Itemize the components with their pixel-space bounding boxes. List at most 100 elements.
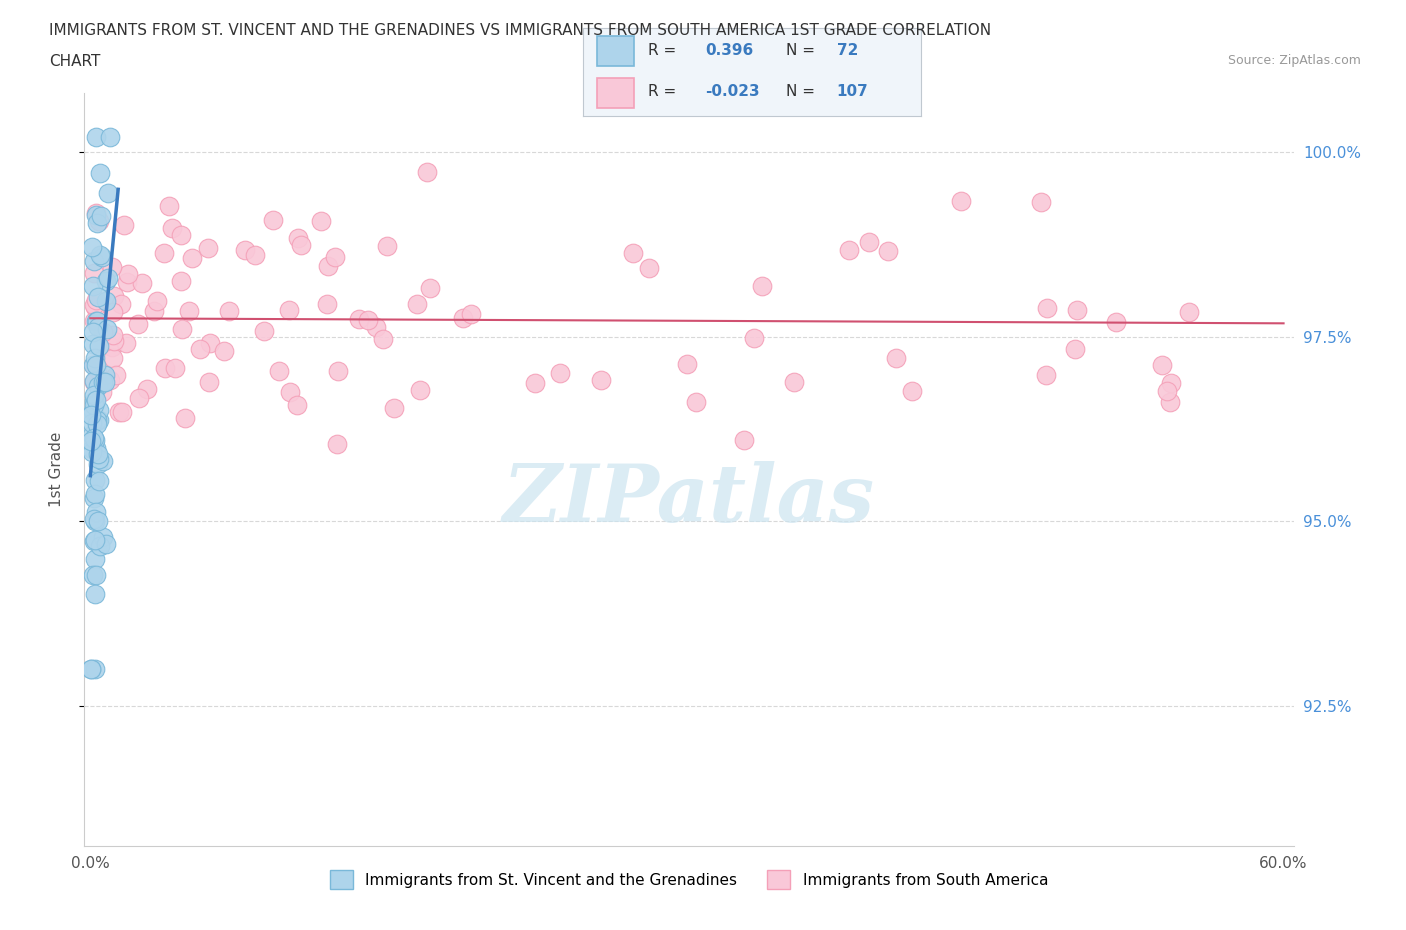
Point	[218, 303, 240, 318]
Point	[86, 207, 108, 222]
Point	[172, 322, 194, 337]
Point	[1063, 341, 1085, 356]
Point	[165, 360, 187, 375]
Point	[97, 186, 120, 201]
Point	[84, 440, 107, 455]
Point	[83, 661, 105, 676]
Point	[86, 379, 108, 393]
Point	[142, 304, 165, 319]
Point	[638, 260, 661, 275]
Point	[523, 376, 546, 391]
Text: ZIPatlas: ZIPatlas	[503, 461, 875, 538]
Point	[174, 410, 197, 425]
Text: N =: N =	[786, 43, 815, 58]
Point	[80, 407, 103, 422]
Point	[89, 339, 111, 353]
Point	[97, 271, 120, 286]
Point	[233, 243, 256, 258]
Point	[84, 505, 107, 520]
Point	[98, 130, 121, 145]
Point	[110, 405, 132, 419]
Point	[290, 237, 312, 252]
Point	[83, 587, 105, 602]
Point	[323, 250, 346, 265]
Point	[83, 512, 105, 526]
Point	[269, 364, 291, 379]
Point	[287, 397, 309, 412]
Point	[589, 373, 612, 388]
Point	[82, 279, 104, 294]
Point	[87, 473, 110, 488]
Point	[877, 243, 900, 258]
Point	[83, 431, 105, 445]
Text: IMMIGRANTS FROM ST. VINCENT AND THE GRENADINES VS IMMIGRANTS FROM SOUTH AMERICA : IMMIGRANTS FROM ST. VINCENT AND THE GREN…	[49, 23, 991, 38]
Point	[84, 293, 107, 308]
Point	[84, 130, 107, 145]
Point	[548, 365, 571, 380]
Point	[91, 530, 114, 545]
Point	[406, 297, 429, 312]
Point	[83, 253, 105, 268]
Point	[83, 398, 105, 413]
Point	[94, 367, 117, 382]
Point	[744, 331, 766, 346]
Point	[80, 240, 103, 255]
Point	[84, 206, 107, 220]
Point	[98, 372, 121, 387]
Point	[375, 239, 398, 254]
Point	[84, 486, 107, 501]
Point	[82, 357, 104, 372]
Text: R =: R =	[648, 43, 676, 58]
Point	[733, 432, 755, 447]
Point	[838, 242, 860, 257]
Point	[782, 374, 804, 389]
Point	[103, 333, 125, 348]
Point	[1066, 303, 1088, 318]
Point	[128, 391, 150, 405]
Text: N =: N =	[786, 85, 815, 100]
Point	[278, 302, 301, 317]
Point	[1031, 194, 1053, 209]
Point	[243, 247, 266, 262]
Point	[950, 194, 973, 209]
Point	[373, 331, 395, 346]
Point	[357, 312, 380, 327]
Point	[93, 375, 115, 390]
Point	[94, 375, 117, 390]
Point	[89, 166, 111, 180]
Point	[83, 265, 105, 280]
Point	[83, 298, 105, 312]
Point	[87, 413, 110, 428]
Point	[83, 432, 105, 447]
Point	[101, 305, 124, 320]
Point	[84, 314, 107, 329]
Point	[316, 259, 339, 273]
Legend: Immigrants from St. Vincent and the Grenadines, Immigrants from South America: Immigrants from St. Vincent and the Gren…	[323, 864, 1054, 896]
Point	[685, 394, 707, 409]
Point	[87, 514, 110, 529]
Point	[101, 327, 124, 342]
Point	[1035, 367, 1057, 382]
Point	[1156, 383, 1178, 398]
Point	[84, 299, 107, 314]
Text: -0.023: -0.023	[704, 85, 759, 100]
Point	[1036, 300, 1059, 315]
Point	[87, 457, 110, 472]
Point	[83, 374, 105, 389]
Text: 0.396: 0.396	[704, 43, 754, 58]
Point	[886, 351, 908, 365]
Point	[901, 383, 924, 398]
Point	[252, 324, 274, 339]
Point	[83, 534, 105, 549]
Point	[127, 317, 149, 332]
Point	[84, 357, 107, 372]
Point	[83, 513, 105, 528]
Point	[80, 661, 103, 676]
Point	[82, 442, 104, 457]
Point	[105, 367, 128, 382]
Point	[96, 322, 118, 337]
Point	[90, 208, 112, 223]
Point	[131, 275, 153, 290]
Point	[86, 417, 108, 432]
Point	[94, 293, 117, 308]
